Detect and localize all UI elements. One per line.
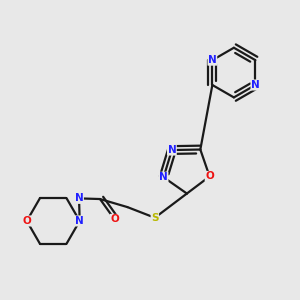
Text: O: O bbox=[205, 171, 214, 182]
Text: N: N bbox=[251, 80, 260, 90]
Text: O: O bbox=[22, 216, 31, 226]
Text: S: S bbox=[151, 213, 159, 223]
Text: N: N bbox=[159, 172, 168, 182]
Text: N: N bbox=[75, 194, 83, 203]
Text: O: O bbox=[110, 214, 119, 224]
Text: N: N bbox=[167, 145, 176, 155]
Text: N: N bbox=[75, 216, 84, 226]
Text: N: N bbox=[208, 55, 217, 65]
